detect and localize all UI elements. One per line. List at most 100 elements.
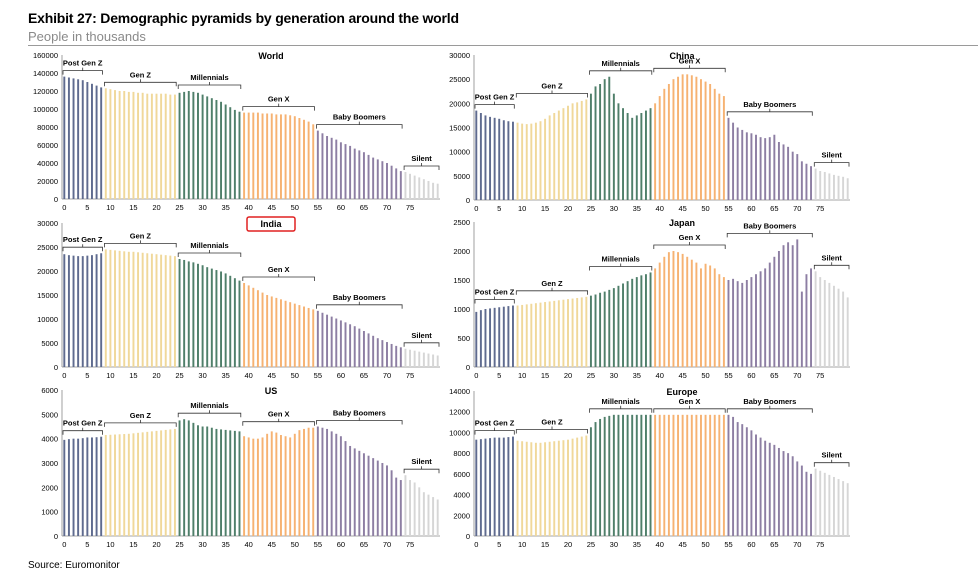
chart-bar: [100, 253, 103, 367]
x-tick-label: 25: [587, 540, 595, 549]
chart-bar: [521, 304, 524, 367]
chart-bar: [640, 414, 643, 536]
generation-label: Gen X: [268, 95, 290, 104]
chart-bar: [493, 437, 496, 536]
x-tick-label: 20: [152, 371, 160, 380]
chart-bar: [548, 115, 551, 200]
chart-bar: [256, 112, 259, 199]
chart-bar: [280, 435, 282, 536]
chart-bar: [298, 305, 301, 367]
chart-bar: [118, 250, 121, 367]
chart-bar: [745, 427, 748, 536]
chart-bar: [686, 74, 689, 200]
chart-bar: [261, 113, 264, 199]
generation-bracket: [726, 108, 813, 116]
chart-bar: [759, 137, 762, 200]
chart-bar: [594, 294, 597, 367]
chart-bar: [91, 83, 93, 199]
chart-bar: [805, 163, 808, 200]
chart-bar: [791, 151, 794, 200]
y-tick-label: 12000: [449, 408, 470, 417]
chart-bar: [289, 437, 292, 536]
chart-bar: [422, 352, 425, 367]
chart-bar: [307, 427, 310, 536]
chart-bar: [479, 310, 482, 367]
chart-bar: [658, 96, 661, 200]
chart-bar: [141, 432, 144, 536]
generation-bracket: [653, 65, 726, 73]
generation-label: Gen X: [679, 56, 701, 65]
chart-bar: [755, 274, 757, 367]
chart-bar: [349, 445, 352, 536]
chart-bar: [192, 422, 195, 536]
y-tick-label: 0: [54, 532, 58, 541]
chart-bar: [270, 431, 273, 536]
chart-bar: [81, 438, 84, 536]
chart-bar: [220, 271, 223, 367]
chart-bar: [381, 161, 384, 199]
generation-bracket: [515, 287, 588, 295]
chart-bar: [695, 414, 698, 536]
chart-bar: [81, 256, 84, 367]
chart-bar: [164, 93, 167, 199]
chart-bar: [201, 426, 204, 536]
y-tick-label: 0: [466, 363, 470, 372]
chart-bar: [436, 499, 439, 536]
chart-bar: [238, 431, 241, 536]
chart-bar: [339, 142, 342, 199]
chart-bar: [722, 277, 725, 367]
chart-bar: [755, 134, 757, 200]
chart-bar: [640, 113, 643, 200]
chart-bar: [104, 435, 107, 536]
chart-title: Japan: [669, 218, 695, 228]
chart-bar: [727, 280, 730, 367]
chart-bar: [832, 285, 835, 367]
chart-bar: [800, 465, 803, 536]
generation-label: Post Gen Z: [63, 419, 103, 428]
chart-bar: [846, 178, 849, 200]
y-tick-label: 0: [466, 196, 470, 205]
chart-bar: [233, 430, 236, 536]
chart-bar: [284, 300, 287, 367]
chart-bar: [266, 433, 269, 536]
chart-bar: [206, 267, 209, 367]
chart-bar: [571, 298, 574, 367]
x-tick-label: 20: [564, 540, 572, 549]
x-tick-label: 75: [816, 204, 824, 213]
chart-bar: [77, 79, 80, 199]
generation-bracket: [316, 417, 403, 425]
chart-bar: [814, 468, 817, 536]
chart-bar: [828, 474, 831, 536]
y-tick-label: 60000: [37, 141, 58, 150]
chart-bar: [358, 450, 361, 536]
chart-bar: [777, 251, 780, 367]
chart-bar: [395, 168, 398, 199]
generation-label: Silent: [821, 253, 842, 262]
y-tick-label: 500: [457, 334, 470, 343]
chart-bar: [525, 124, 528, 200]
chart-bar: [67, 255, 70, 367]
x-tick-label: 70: [383, 371, 391, 380]
generation-bracket: [403, 466, 440, 474]
chart-bar: [399, 347, 402, 367]
x-tick-label: 75: [406, 540, 414, 549]
chart-bar: [567, 439, 569, 536]
chart-bar: [178, 420, 181, 536]
chart-bar: [224, 273, 227, 367]
chart-bar: [644, 110, 647, 200]
chart-bar: [663, 256, 666, 367]
chart-bar: [681, 414, 684, 536]
generation-bracket: [242, 274, 315, 281]
generation-bracket: [589, 405, 653, 413]
chart-bar: [81, 80, 84, 199]
chart-bar: [732, 278, 735, 367]
chart-bar: [773, 444, 776, 536]
chart-bar: [173, 428, 176, 536]
chart-bar: [617, 414, 620, 536]
chart-bar: [649, 108, 652, 200]
generation-label: Gen X: [679, 233, 701, 242]
chart-bar: [534, 442, 537, 536]
chart-bar: [137, 432, 140, 536]
chart-bar: [507, 306, 510, 367]
chart-bar: [413, 175, 416, 199]
